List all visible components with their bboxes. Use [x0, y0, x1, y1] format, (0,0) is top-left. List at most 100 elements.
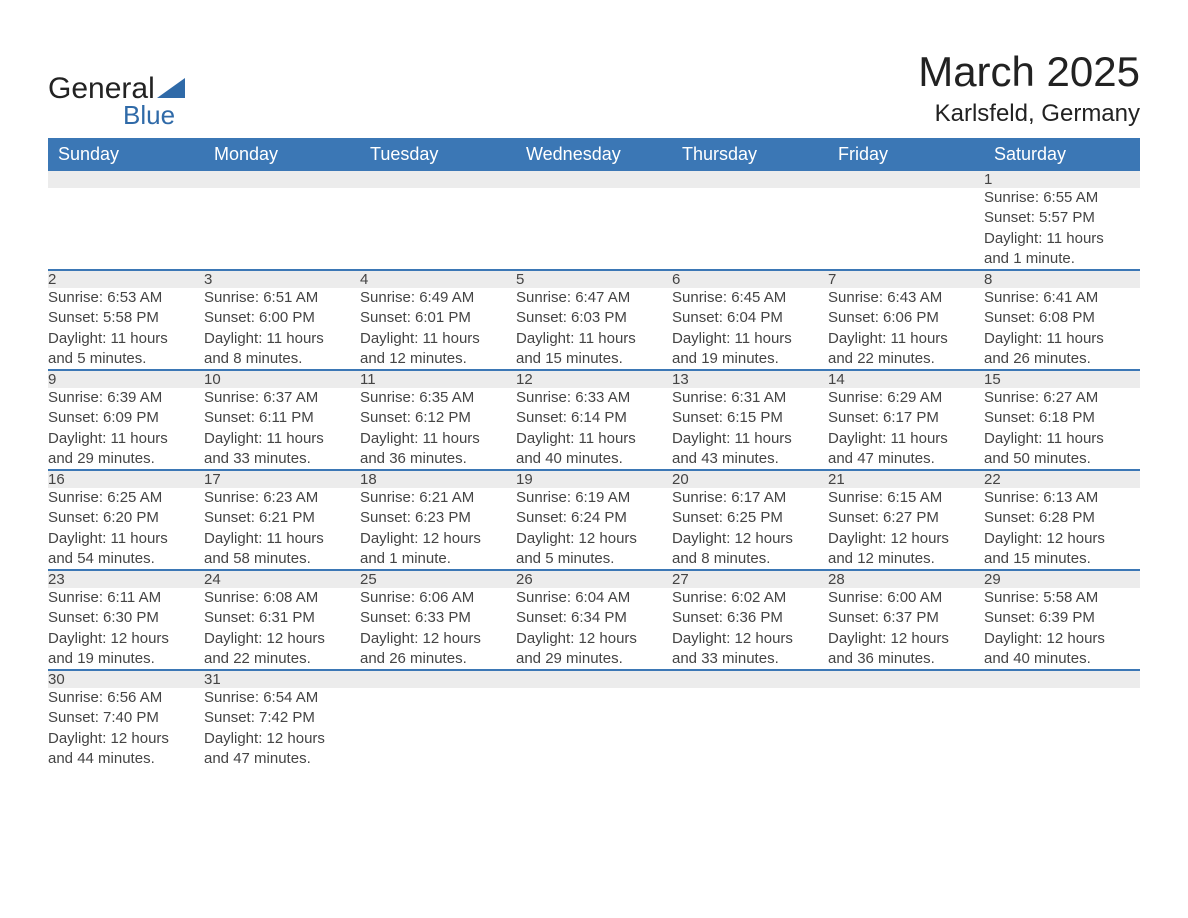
- sunrise-text: Sunrise: 6:02 AM: [672, 588, 828, 608]
- day-number-cell: [828, 171, 984, 188]
- day-data-cell: Sunrise: 6:45 AMSunset: 6:04 PMDaylight:…: [672, 288, 828, 370]
- day-number-row: 3031: [48, 670, 1140, 688]
- daylight-text-2: and 50 minutes.: [984, 449, 1140, 469]
- sunset-text: Sunset: 6:36 PM: [672, 608, 828, 628]
- day-data-cell: Sunrise: 6:49 AMSunset: 6:01 PMDaylight:…: [360, 288, 516, 370]
- sunset-text: Sunset: 6:25 PM: [672, 508, 828, 528]
- daylight-text-2: and 29 minutes.: [48, 449, 204, 469]
- day-data-row: Sunrise: 6:11 AMSunset: 6:30 PMDaylight:…: [48, 588, 1140, 670]
- sunset-text: Sunset: 6:17 PM: [828, 408, 984, 428]
- day-number-cell: 25: [360, 570, 516, 588]
- daylight-text-2: and 15 minutes.: [516, 349, 672, 369]
- day-number-cell: 17: [204, 470, 360, 488]
- daylight-text-1: Daylight: 11 hours: [672, 329, 828, 349]
- day-data-cell: Sunrise: 6:25 AMSunset: 6:20 PMDaylight:…: [48, 488, 204, 570]
- day-number-cell: 8: [984, 270, 1140, 288]
- daylight-text-1: Daylight: 11 hours: [204, 329, 360, 349]
- weekday-header: Friday: [828, 138, 984, 171]
- sunrise-text: Sunrise: 6:06 AM: [360, 588, 516, 608]
- sunrise-text: Sunrise: 6:49 AM: [360, 288, 516, 308]
- day-data-cell: [204, 188, 360, 270]
- day-data-cell: Sunrise: 6:31 AMSunset: 6:15 PMDaylight:…: [672, 388, 828, 470]
- day-number-cell: [360, 670, 516, 688]
- daylight-text-2: and 1 minute.: [984, 249, 1140, 269]
- day-number-cell: 6: [672, 270, 828, 288]
- daylight-text-2: and 33 minutes.: [672, 649, 828, 669]
- day-number-cell: 29: [984, 570, 1140, 588]
- day-number-cell: 9: [48, 370, 204, 388]
- daylight-text-1: Daylight: 12 hours: [672, 529, 828, 549]
- brand-flag-icon: [157, 74, 185, 94]
- day-number-cell: 27: [672, 570, 828, 588]
- sunrise-text: Sunrise: 6:54 AM: [204, 688, 360, 708]
- day-data-cell: Sunrise: 6:56 AMSunset: 7:40 PMDaylight:…: [48, 688, 204, 769]
- daylight-text-1: Daylight: 12 hours: [360, 529, 516, 549]
- daylight-text-2: and 22 minutes.: [828, 349, 984, 369]
- sunset-text: Sunset: 6:12 PM: [360, 408, 516, 428]
- sunset-text: Sunset: 6:33 PM: [360, 608, 516, 628]
- sunset-text: Sunset: 6:34 PM: [516, 608, 672, 628]
- day-data-cell: [48, 188, 204, 270]
- sunrise-text: Sunrise: 6:00 AM: [828, 588, 984, 608]
- day-data-row: Sunrise: 6:25 AMSunset: 6:20 PMDaylight:…: [48, 488, 1140, 570]
- daylight-text-2: and 54 minutes.: [48, 549, 204, 569]
- daylight-text-2: and 8 minutes.: [672, 549, 828, 569]
- daylight-text-2: and 40 minutes.: [516, 449, 672, 469]
- day-data-cell: [672, 688, 828, 769]
- day-number-row: 2345678: [48, 270, 1140, 288]
- sunset-text: Sunset: 6:08 PM: [984, 308, 1140, 328]
- day-number-cell: 21: [828, 470, 984, 488]
- daylight-text-1: Daylight: 12 hours: [828, 629, 984, 649]
- day-number-row: 9101112131415: [48, 370, 1140, 388]
- sunset-text: Sunset: 7:42 PM: [204, 708, 360, 728]
- sunset-text: Sunset: 6:24 PM: [516, 508, 672, 528]
- sunrise-text: Sunrise: 6:27 AM: [984, 388, 1140, 408]
- daylight-text-1: Daylight: 11 hours: [984, 229, 1140, 249]
- daylight-text-1: Daylight: 12 hours: [984, 629, 1140, 649]
- sunrise-text: Sunrise: 6:47 AM: [516, 288, 672, 308]
- sunrise-text: Sunrise: 6:19 AM: [516, 488, 672, 508]
- day-number-cell: 16: [48, 470, 204, 488]
- sunset-text: Sunset: 6:18 PM: [984, 408, 1140, 428]
- daylight-text-2: and 36 minutes.: [360, 449, 516, 469]
- day-number-cell: 7: [828, 270, 984, 288]
- day-data-cell: [984, 688, 1140, 769]
- day-number-cell: 19: [516, 470, 672, 488]
- day-data-cell: Sunrise: 6:19 AMSunset: 6:24 PMDaylight:…: [516, 488, 672, 570]
- sunset-text: Sunset: 6:11 PM: [204, 408, 360, 428]
- day-number-cell: 14: [828, 370, 984, 388]
- day-number-cell: [828, 670, 984, 688]
- sunset-text: Sunset: 6:00 PM: [204, 308, 360, 328]
- sunset-text: Sunset: 6:30 PM: [48, 608, 204, 628]
- sunrise-text: Sunrise: 5:58 AM: [984, 588, 1140, 608]
- day-data-cell: Sunrise: 6:37 AMSunset: 6:11 PMDaylight:…: [204, 388, 360, 470]
- day-number-cell: 28: [828, 570, 984, 588]
- sunrise-text: Sunrise: 6:25 AM: [48, 488, 204, 508]
- sunrise-text: Sunrise: 6:33 AM: [516, 388, 672, 408]
- weekday-header: Sunday: [48, 138, 204, 171]
- day-number-row: 23242526272829: [48, 570, 1140, 588]
- daylight-text-2: and 26 minutes.: [360, 649, 516, 669]
- brand-logo: General Blue: [48, 74, 185, 128]
- daylight-text-2: and 58 minutes.: [204, 549, 360, 569]
- sunrise-text: Sunrise: 6:21 AM: [360, 488, 516, 508]
- day-number-cell: [672, 670, 828, 688]
- daylight-text-2: and 8 minutes.: [204, 349, 360, 369]
- day-data-cell: Sunrise: 6:53 AMSunset: 5:58 PMDaylight:…: [48, 288, 204, 370]
- day-data-row: Sunrise: 6:53 AMSunset: 5:58 PMDaylight:…: [48, 288, 1140, 370]
- day-data-cell: Sunrise: 6:04 AMSunset: 6:34 PMDaylight:…: [516, 588, 672, 670]
- weekday-header-row: Sunday Monday Tuesday Wednesday Thursday…: [48, 138, 1140, 171]
- day-data-cell: Sunrise: 6:33 AMSunset: 6:14 PMDaylight:…: [516, 388, 672, 470]
- day-data-cell: Sunrise: 6:17 AMSunset: 6:25 PMDaylight:…: [672, 488, 828, 570]
- day-number-cell: [516, 171, 672, 188]
- day-number-row: 1: [48, 171, 1140, 188]
- daylight-text-2: and 43 minutes.: [672, 449, 828, 469]
- sunrise-text: Sunrise: 6:29 AM: [828, 388, 984, 408]
- daylight-text-2: and 47 minutes.: [204, 749, 360, 769]
- day-number-cell: 30: [48, 670, 204, 688]
- day-number-cell: 18: [360, 470, 516, 488]
- sunrise-text: Sunrise: 6:08 AM: [204, 588, 360, 608]
- day-number-cell: 20: [672, 470, 828, 488]
- sunrise-text: Sunrise: 6:51 AM: [204, 288, 360, 308]
- daylight-text-2: and 5 minutes.: [516, 549, 672, 569]
